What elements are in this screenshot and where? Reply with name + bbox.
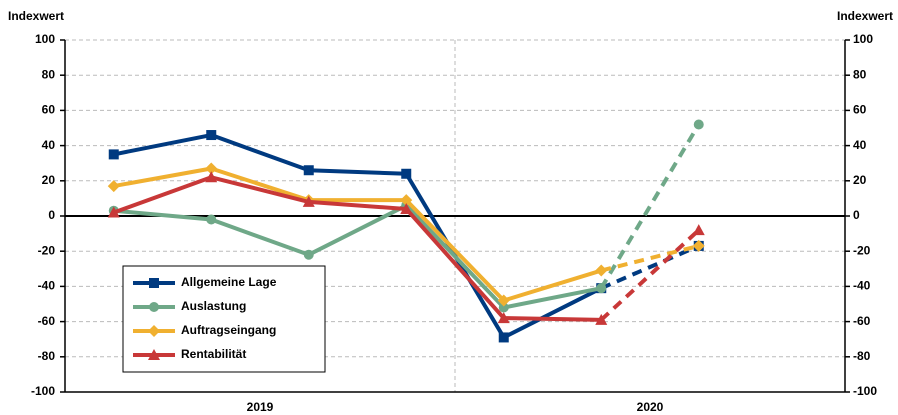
marker [692,239,705,252]
x-group-label: 2019 [247,400,274,414]
marker [206,214,217,225]
y-tick-label: 60 [42,103,56,117]
y-tick-label: 20 [42,173,56,187]
legend-label: Allgemeine Lage [181,275,277,289]
y-tick-label: 100 [35,32,55,46]
marker [498,332,509,343]
marker [498,302,509,313]
series-line-forecast [599,228,701,322]
series-line [113,133,603,340]
legend: Allgemeine Lage Auslastung Auftragseingang… [122,265,326,373]
series-line [113,166,602,303]
marker [401,168,412,179]
marker [595,264,608,277]
y2-tick-label: 100 [853,32,873,46]
marker [303,249,314,260]
y-tick-label: 80 [42,67,56,81]
y2-tick-label: 80 [853,67,867,81]
y-tick-label: -100 [31,384,55,398]
series-line-forecast [599,123,701,290]
marker [205,171,218,183]
marker [148,325,160,337]
marker [148,349,160,360]
legend-label: Rentabilität [181,347,246,361]
y-tick-label: -20 [38,243,56,257]
marker [693,119,704,130]
series-line [113,175,602,322]
series-line-forecast [600,244,700,290]
y2-tick-label: -80 [853,349,871,363]
marker [149,278,159,288]
marker [303,165,314,176]
marker [497,312,510,324]
marker [107,180,120,193]
y-axis-label: Indexwert [8,9,64,23]
marker [400,202,413,214]
y2-tick-label: 20 [853,173,867,187]
x-group-label: 2020 [637,400,664,414]
legend-label: Auftragseingang [181,323,276,337]
y2-tick-label: -100 [853,384,877,398]
y-tick-label: -60 [38,314,56,328]
marker [497,294,510,307]
marker [205,162,218,175]
marker [595,313,608,325]
y-tick-label: -80 [38,349,56,363]
y-tick-label: 40 [42,138,56,152]
y2-tick-label: -40 [853,279,871,293]
y2-tick-label: -60 [853,314,871,328]
y2-tick-label: 40 [853,138,867,152]
y-tick-label: -40 [38,279,56,293]
marker [596,283,607,294]
legend-label: Auslastung [181,299,246,313]
marker [206,130,217,141]
marker [108,149,119,160]
marker [149,302,159,312]
y2-axis-label: Indexwert [837,9,893,23]
marker [302,195,315,207]
series-line [113,203,602,310]
y-tick-label: 0 [48,208,55,222]
marker [400,194,413,207]
marker [692,224,705,236]
y2-tick-label: 0 [853,208,860,222]
marker [107,206,120,218]
y2-tick-label: 60 [853,103,867,117]
y2-tick-label: -20 [853,243,871,257]
